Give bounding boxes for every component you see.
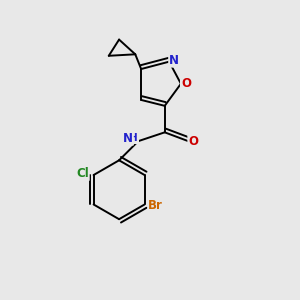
Text: O: O xyxy=(181,77,191,90)
Text: Cl: Cl xyxy=(76,167,89,180)
Text: O: O xyxy=(188,135,198,148)
Text: H: H xyxy=(129,133,138,143)
Text: N: N xyxy=(169,54,179,67)
Text: N: N xyxy=(123,132,133,145)
Text: Br: Br xyxy=(148,199,163,212)
